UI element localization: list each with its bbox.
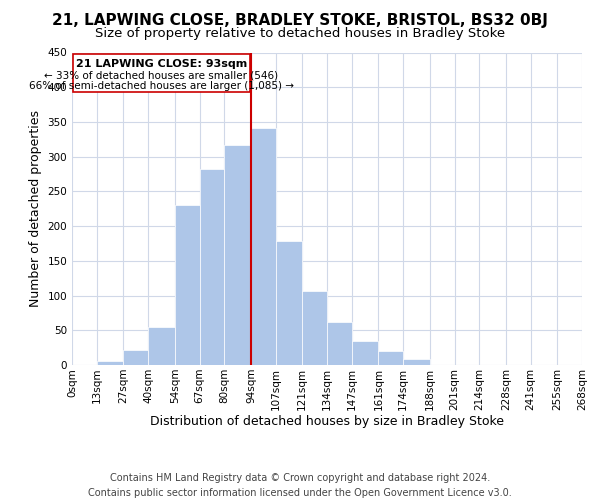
Bar: [175, 206, 199, 365]
Text: Contains HM Land Registry data © Crown copyright and database right 2024.
Contai: Contains HM Land Registry data © Crown c…: [88, 472, 512, 498]
Bar: [251, 128, 275, 365]
Text: 21 LAPWING CLOSE: 93sqm: 21 LAPWING CLOSE: 93sqm: [76, 60, 247, 70]
Bar: [403, 360, 430, 365]
Text: 21, LAPWING CLOSE, BRADLEY STOKE, BRISTOL, BS32 0BJ: 21, LAPWING CLOSE, BRADLEY STOKE, BRISTO…: [52, 12, 548, 28]
Bar: [124, 350, 148, 365]
Bar: [224, 145, 251, 365]
Bar: [352, 342, 379, 365]
Bar: [97, 361, 124, 365]
Text: Size of property relative to detached houses in Bradley Stoke: Size of property relative to detached ho…: [95, 28, 505, 40]
Bar: [327, 322, 352, 365]
Text: ← 33% of detached houses are smaller (546): ← 33% of detached houses are smaller (54…: [44, 70, 278, 81]
Bar: [379, 351, 403, 365]
X-axis label: Distribution of detached houses by size in Bradley Stoke: Distribution of detached houses by size …: [150, 416, 504, 428]
Bar: [199, 169, 224, 365]
Bar: [275, 242, 302, 365]
Bar: [302, 290, 327, 365]
Text: 66% of semi-detached houses are larger (1,085) →: 66% of semi-detached houses are larger (…: [29, 82, 294, 92]
Y-axis label: Number of detached properties: Number of detached properties: [29, 110, 42, 307]
Bar: [148, 327, 175, 365]
FancyBboxPatch shape: [73, 54, 250, 92]
